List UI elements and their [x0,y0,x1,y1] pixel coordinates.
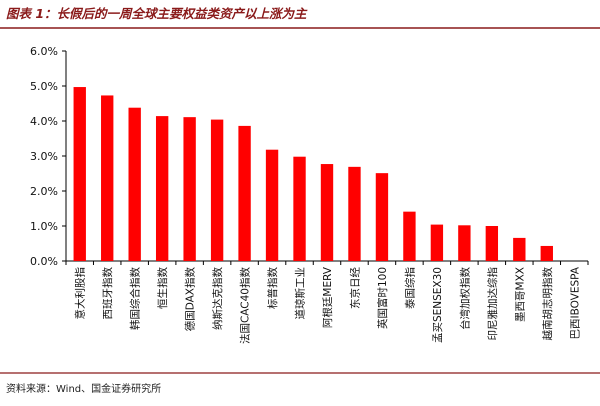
x-tick-label: 法国CAC40指数 [239,267,252,345]
x-tick-label: 韩国综合指数 [129,267,142,330]
x-tick-label: 标普指数 [266,267,279,309]
x-tick-label: 德国DAX指数 [184,267,197,332]
x-tick-label: 台湾加权指数 [458,267,471,330]
x-tick-label: 意大利股指 [74,267,87,320]
plot-area: 0.0% 1.0% 2.0% 3.0% 4.0% 5.0% 6.0% 意大利股指 西班牙指数 韩国… [30,45,589,345]
bar [73,87,86,261]
x-tick-label: 纳斯达克指数 [211,267,224,330]
x-tick-label: 泰国综指 [403,267,416,309]
chart-title: 图表 1：长假后的一周全球主要权益类资产以上涨为主 [6,6,308,21]
x-tick-label: 墨西哥MXX [514,267,526,322]
bar [238,125,251,262]
x-tick-label: 巴西IBOVESPA [569,266,581,339]
bar [513,237,526,261]
y-tick-label: 6.0% [30,45,58,58]
x-tick-label: 道琼斯工业 [294,267,307,320]
bar [375,173,389,261]
bar [540,245,553,261]
y-tick-label: 0.0% [30,255,58,268]
x-tick-label: 英国富时100 [376,267,389,329]
x-tick-label: 东京日经 [348,267,361,309]
bar [485,226,499,261]
x-tick-label: 西班牙指数 [101,267,114,320]
x-tick-label: 印尼雅加达综指 [486,267,499,341]
x-tick-label: 越南胡志明指数 [541,267,554,341]
x-tick-label: 恒生指数 [156,267,169,309]
bar [128,107,141,261]
y-tick-label: 1.0% [30,220,58,233]
bar [320,164,334,261]
bar [293,156,306,261]
bar [348,166,361,261]
y-tick-label: 2.0% [30,185,58,198]
bar [155,116,169,261]
y-tick-label: 5.0% [30,80,58,93]
y-tick-label: 4.0% [30,115,58,128]
bar [403,211,416,261]
bar [210,119,224,261]
bar [101,95,114,261]
x-tick-label: 孟买SENSEX30 [432,267,444,343]
source-note: 资料来源：Wind、国金证券研究所 [6,382,161,395]
x-tick-label: 阿根廷MERV [321,266,334,328]
bar [183,117,196,262]
bar [430,224,444,261]
y-tick-label: 3.0% [30,150,58,163]
bar [265,149,279,261]
bar [458,225,471,261]
